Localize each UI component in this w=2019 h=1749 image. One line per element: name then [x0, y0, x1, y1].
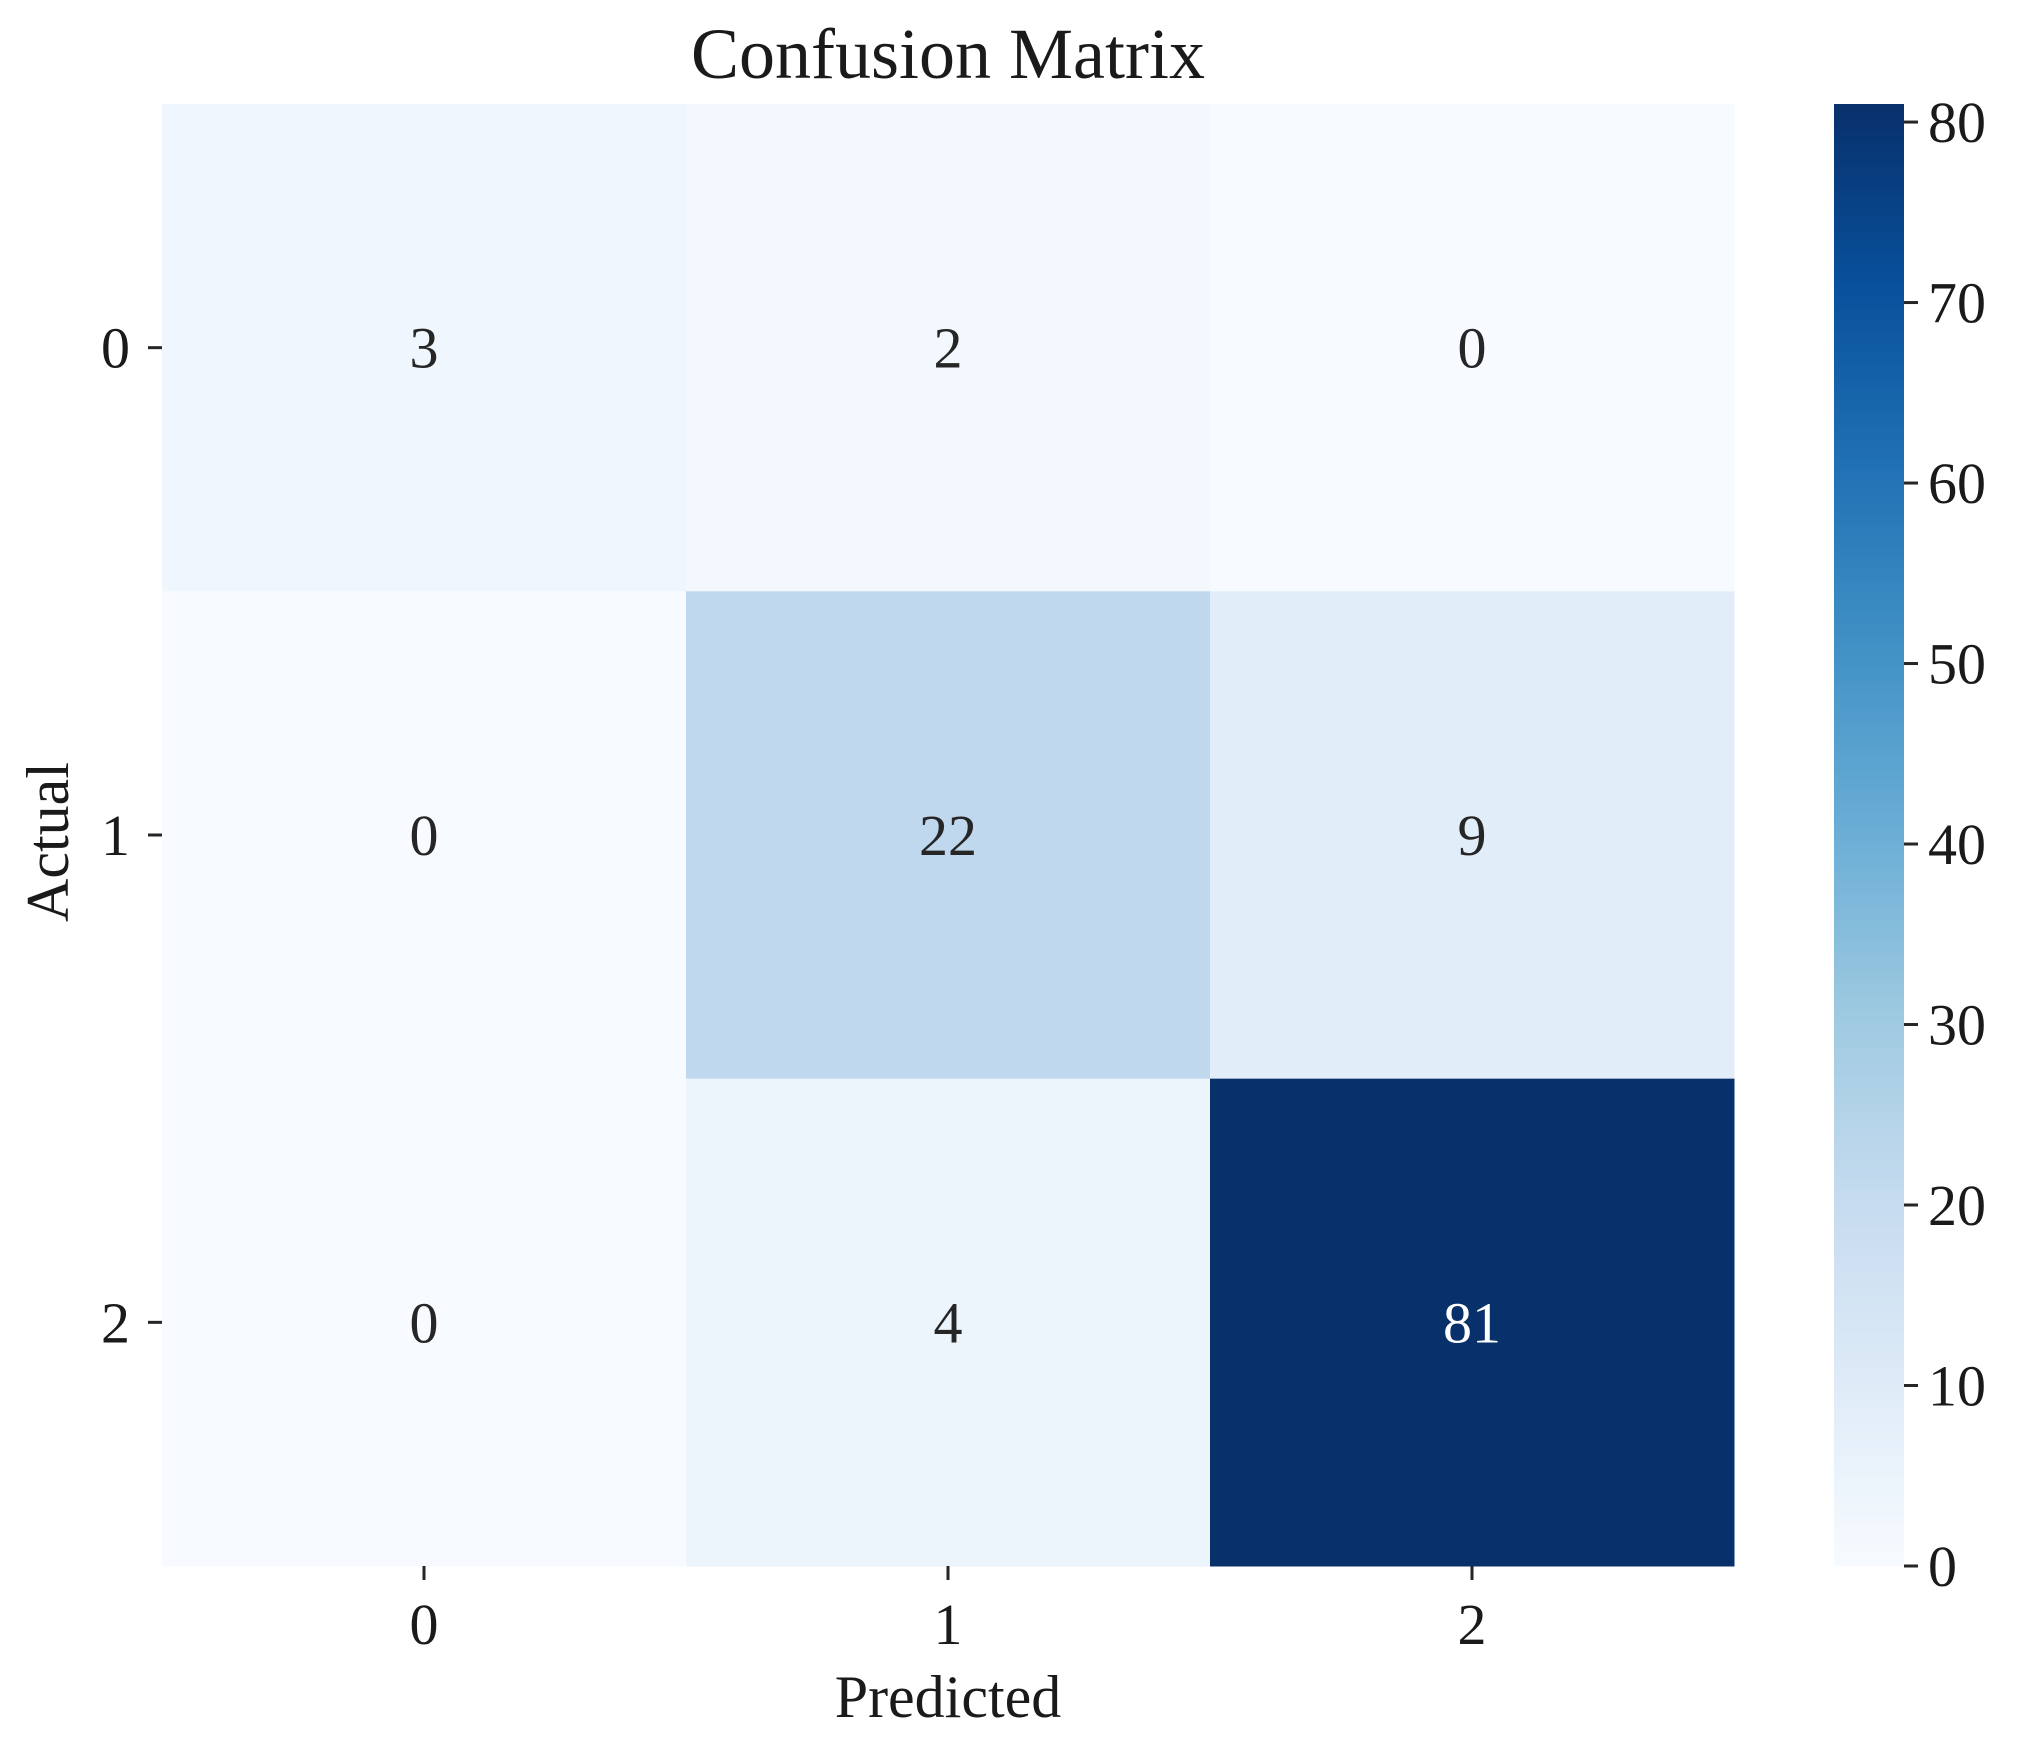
colorbar-tick-label-0: 0 — [1928, 1534, 1957, 1599]
colorbar-tick-label-10: 10 — [1928, 1354, 1986, 1419]
colorbar-tick-label-20: 20 — [1928, 1173, 1986, 1238]
heatmap-cell-0-0 — [162, 104, 687, 592]
cell-value-1-0: 0 — [410, 803, 439, 868]
heatmap-cells — [162, 104, 1735, 1567]
heatmap-cell-2-1 — [686, 1078, 1211, 1567]
heatmap-cell-0-2 — [1210, 104, 1735, 592]
heatmap-cell-labels: 3 2 0 0 22 9 0 4 81 — [410, 316, 1502, 1356]
cell-value-0-0: 3 — [410, 316, 439, 381]
y-axis-ticks: 0 1 2 — [101, 316, 162, 1355]
colorbar-tick-label-70: 70 — [1928, 271, 1986, 336]
x-tick-label-1: 1 — [934, 1592, 963, 1657]
heatmap-cell-1-1 — [686, 591, 1211, 1080]
cell-value-0-1: 2 — [934, 316, 963, 381]
y-tick-label-1: 1 — [101, 803, 130, 868]
cell-value-1-1: 22 — [919, 803, 977, 868]
x-tick-label-2: 2 — [1458, 1592, 1487, 1657]
colorbar-tick-label-40: 40 — [1928, 812, 1986, 877]
cell-value-1-2: 9 — [1458, 803, 1487, 868]
cell-value-0-2: 0 — [1458, 316, 1487, 381]
heatmap-cell-1-2 — [1210, 591, 1735, 1080]
heatmap-cell-2-2 — [1210, 1078, 1735, 1567]
cell-value-2-1: 4 — [934, 1290, 963, 1355]
y-axis-label: Actual — [15, 762, 81, 922]
colorbar-tick-label-60: 60 — [1928, 451, 1986, 516]
y-tick-label-2: 2 — [101, 1290, 130, 1355]
y-tick-label-0: 0 — [101, 316, 130, 381]
cell-value-2-2: 81 — [1443, 1290, 1501, 1355]
colorbar — [1834, 104, 1904, 1566]
heatmap-cell-2-0 — [162, 1078, 687, 1567]
x-axis-ticks: 0 1 2 — [410, 1566, 1487, 1657]
colorbar-ticks: 0 10 20 30 40 50 60 70 80 — [1904, 90, 1986, 1599]
colorbar-tick-label-30: 30 — [1928, 993, 1986, 1058]
x-axis-label: Predicted — [835, 1664, 1062, 1730]
heatmap-cell-1-0 — [162, 591, 687, 1080]
heatmap-cell-0-1 — [686, 104, 1211, 592]
cell-value-2-0: 0 — [410, 1290, 439, 1355]
colorbar-tick-label-50: 50 — [1928, 632, 1986, 697]
x-tick-label-0: 0 — [410, 1592, 439, 1657]
chart-title: Confusion Matrix — [691, 14, 1205, 94]
colorbar-tick-label-80: 80 — [1928, 90, 1986, 155]
